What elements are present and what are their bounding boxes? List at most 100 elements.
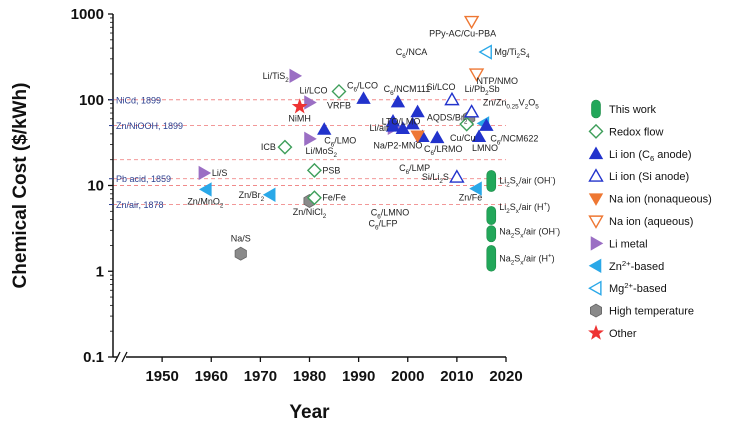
point-label-fe-fe: Fe/Fe [322, 193, 346, 203]
point-label-c6-nca: C6/NCA [396, 47, 428, 60]
axis-break-mark [121, 351, 128, 363]
point-label-zn-mno2: Zn/MnO2 [187, 196, 224, 209]
point-label-mg-ti2s4: Mg/Ti2S4 [494, 47, 530, 60]
point-zn-fe [469, 181, 482, 196]
point-label-icb: ICB [261, 142, 276, 152]
point-label-zn-nicl2: Zn/NiCl2 [293, 207, 327, 220]
y-axis-title: Chemical Cost ($/kWh) [10, 83, 31, 289]
point-label-na2sx-oh: Na2Sx/air (OH-) [499, 226, 560, 240]
point-label-psb: PSB [322, 165, 340, 175]
legend-marker-zn [588, 258, 602, 273]
point-label-li2sx-h: Li2Sx/air (H+) [499, 201, 550, 215]
y-tick-label: 10 [87, 178, 104, 195]
legend-label-li-si: Li ion (Si anode) [609, 171, 689, 183]
point-label-c6-lfp: C6/LFP [368, 218, 397, 231]
ref-label-nicd: NiCd, 1899 [116, 95, 161, 105]
point-label-lmno: LMNO [472, 143, 498, 153]
legend-marker-na-nonaq [588, 193, 604, 206]
legend-marker-other [588, 324, 604, 340]
x-tick-label: 1970 [244, 368, 277, 385]
point-lmno [471, 129, 487, 143]
legend-label-hightemp: High temperature [609, 306, 694, 318]
point-na2sx-air-h [486, 245, 497, 272]
point-label-na2sx-h: Na2Sx/air (H+) [499, 253, 554, 267]
data-points [198, 15, 497, 272]
legend-marker-hightemp [590, 303, 602, 318]
x-tick-label: 1950 [145, 368, 178, 385]
point-c6-nca [410, 104, 425, 118]
x-tick-label: 2000 [391, 368, 424, 385]
ref-label-znniooh: Zn/NiOOH, 1899 [116, 121, 183, 131]
point-label-na-p2-mno: Na/P2-MNO [373, 141, 422, 151]
point-label-si-lco: Si/LCO [426, 82, 455, 92]
point-cu-cu [459, 116, 475, 132]
point-c6-lco [356, 91, 371, 104]
point-c6-ncm622 [479, 118, 494, 131]
legend-label-redox: Redox flow [609, 126, 663, 138]
point-label-c6-ncm622: C6/NCM622 [490, 134, 538, 147]
point-label-ntp-nmo: NTP/NMO [477, 76, 519, 86]
point-vrfb [331, 83, 347, 99]
point-label-nimh: NiMH [288, 114, 311, 124]
legend-marker-mg [588, 280, 602, 296]
point-na-s [234, 246, 247, 261]
point-zn-br2 [262, 187, 276, 202]
point-c6-lfp [385, 119, 401, 132]
x-axis-title: Year [289, 402, 330, 423]
point-label-lto-lmo: LTO/LMO [382, 116, 421, 126]
point-zn-mno2 [199, 182, 212, 197]
legend-marker-li-c6 [588, 146, 604, 160]
point-si-lco [444, 91, 460, 106]
y-tick-label: 1 [96, 263, 104, 280]
point-c6-lmo [317, 122, 332, 135]
x-tick-label: 1990 [342, 368, 375, 385]
point-label-li-tis2: Li/TiS2 [263, 71, 290, 84]
legend-marker-li-metal [590, 236, 604, 251]
point-label-c6-lmno: C6/LMNO [371, 207, 410, 220]
legend-label-zn: Zn2+-based [609, 259, 664, 273]
legend-marker-na-aq [588, 215, 604, 229]
ref-label-znair: Zn/air, 1878 [116, 200, 164, 210]
y-tick-label: 1000 [71, 6, 104, 23]
point-label-c6-lrmo: C6/LRMO [424, 144, 463, 157]
point-nimh [291, 98, 308, 114]
point-label-cu-cu: Cu/Cu [450, 133, 476, 143]
point-mg-ti2s4 [478, 44, 492, 60]
point-li-tis2 [289, 68, 303, 84]
legend-label-other: Other [609, 328, 637, 340]
legend-label-na-aq: Na ion (aqueous) [609, 216, 693, 228]
point-c6-ncm111 [390, 94, 406, 108]
x-tick-label: 1960 [195, 368, 228, 385]
legend-marker-redox [588, 123, 604, 139]
point-li-lco [304, 95, 317, 110]
point-psb [306, 162, 322, 178]
point-label-zn-znv2o5: Zn/Zn0.25V2O5 [483, 97, 539, 110]
point-label-aqds-br2: AQDS/Br2 [427, 113, 468, 126]
legend-marker-li-si [588, 168, 604, 182]
point-na2sx-air-oh [486, 225, 497, 243]
point-label-c6-lmp: C6/LMP [399, 163, 430, 176]
y-tick-label: 0.1 [83, 349, 104, 366]
legend: This work Redox flow Li ion (C6 anode) Li i… [588, 99, 712, 340]
legend-label-this-work: This work [609, 104, 657, 116]
point-label-li-pb2sb: Li/Pb2Sb [465, 84, 500, 97]
point-label-ppy: PPy-AC/Cu-PBA [429, 28, 496, 38]
point-icb [277, 139, 293, 155]
point-c6-lrmo [430, 130, 445, 144]
point-ppy-ac-cu-pba [463, 15, 480, 30]
axis-break-mark [114, 351, 121, 363]
point-label-li-air: Li/air [369, 123, 389, 133]
point-label-li-lco: Li/LCO [300, 85, 328, 95]
x-tick-label: 2010 [440, 368, 473, 385]
point-label-vrfb: VRFB [327, 100, 351, 110]
legend-label-mg: Mg2+-based [609, 281, 667, 295]
point-c6-lmp [405, 116, 420, 130]
point-li2sx-air-h [486, 206, 497, 225]
legend-marker-this-work [591, 99, 601, 119]
point-label-li-s: Li/S [212, 168, 228, 178]
point-labels: Na/S Zn/NiCl2 Zn/MnO2 Zn/Br2 Li/S Li/TiS2 Li/L… [187, 28, 560, 266]
point-fe-fe [306, 190, 322, 206]
point-li-s [198, 165, 212, 181]
ref-label-pbacid: Pb acid, 1859 [116, 174, 171, 184]
